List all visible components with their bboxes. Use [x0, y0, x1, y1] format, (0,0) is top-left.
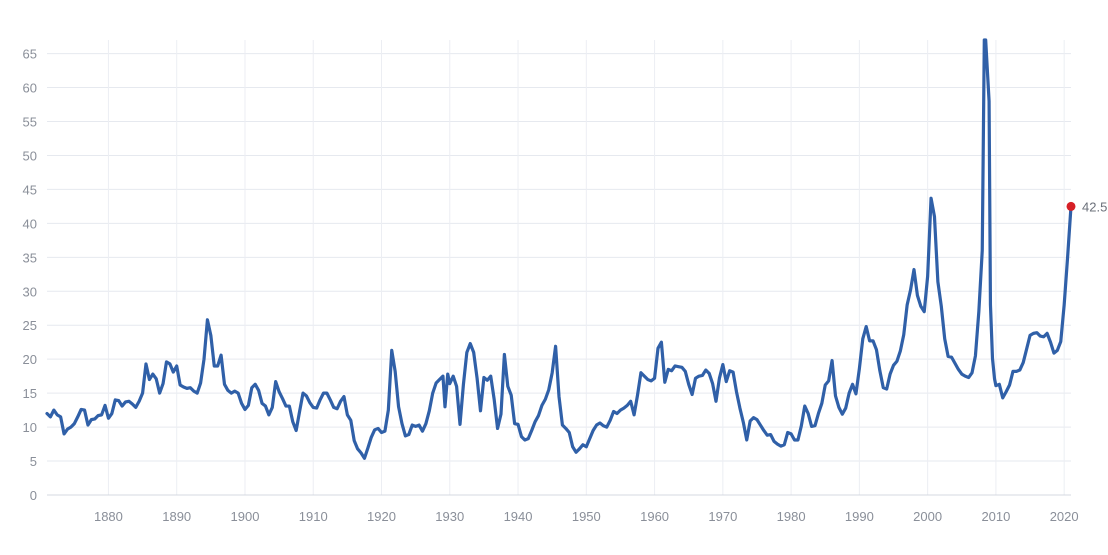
y-tick-label: 0: [30, 488, 37, 503]
x-tick-label: 1900: [231, 509, 260, 524]
y-tick-label: 60: [23, 81, 37, 96]
y-tick-label: 30: [23, 284, 37, 299]
x-tick-label: 1930: [435, 509, 464, 524]
x-tick-label: 1950: [572, 509, 601, 524]
y-tick-label: 55: [23, 114, 37, 129]
x-tick-label: 2010: [981, 509, 1010, 524]
y-tick-label: 50: [23, 148, 37, 163]
y-tick-label: 25: [23, 318, 37, 333]
y-tick-label: 35: [23, 250, 37, 265]
y-tick-label: 45: [23, 182, 37, 197]
x-axis-tick-labels: 1880 1890 1900 1910 1920 1930 1940 1950 1960 1970…: [94, 509, 1079, 524]
y-tick-label: 10: [23, 420, 37, 435]
x-tick-label: 1890: [162, 509, 191, 524]
last-value-label: 42.5: [1082, 199, 1107, 214]
x-tick-label: 2020: [1050, 509, 1079, 524]
x-tick-label: 2000: [913, 509, 942, 524]
x-tick-label: 1990: [845, 509, 874, 524]
x-tick-label: 1960: [640, 509, 669, 524]
y-tick-label: 5: [30, 454, 37, 469]
x-tick-label: 1920: [367, 509, 396, 524]
series-line: [45, 38, 1073, 460]
y-tick-label: 40: [23, 216, 37, 231]
horizontal-gridlines: [47, 53, 1071, 462]
x-tick-label: 1980: [777, 509, 806, 524]
y-tick-label: 20: [23, 352, 37, 367]
x-tick-label: 1940: [504, 509, 533, 524]
y-axis-tick-labels: 0 5 10 15 20 25 30 35 40 45 50 55 60 65: [23, 47, 37, 503]
y-tick-label: 15: [23, 386, 37, 401]
x-tick-label: 1970: [708, 509, 737, 524]
y-tick-label: 65: [23, 47, 37, 62]
last-point-marker: [1066, 201, 1076, 211]
x-tick-label: 1910: [299, 509, 328, 524]
x-tick-label: 1880: [94, 509, 123, 524]
